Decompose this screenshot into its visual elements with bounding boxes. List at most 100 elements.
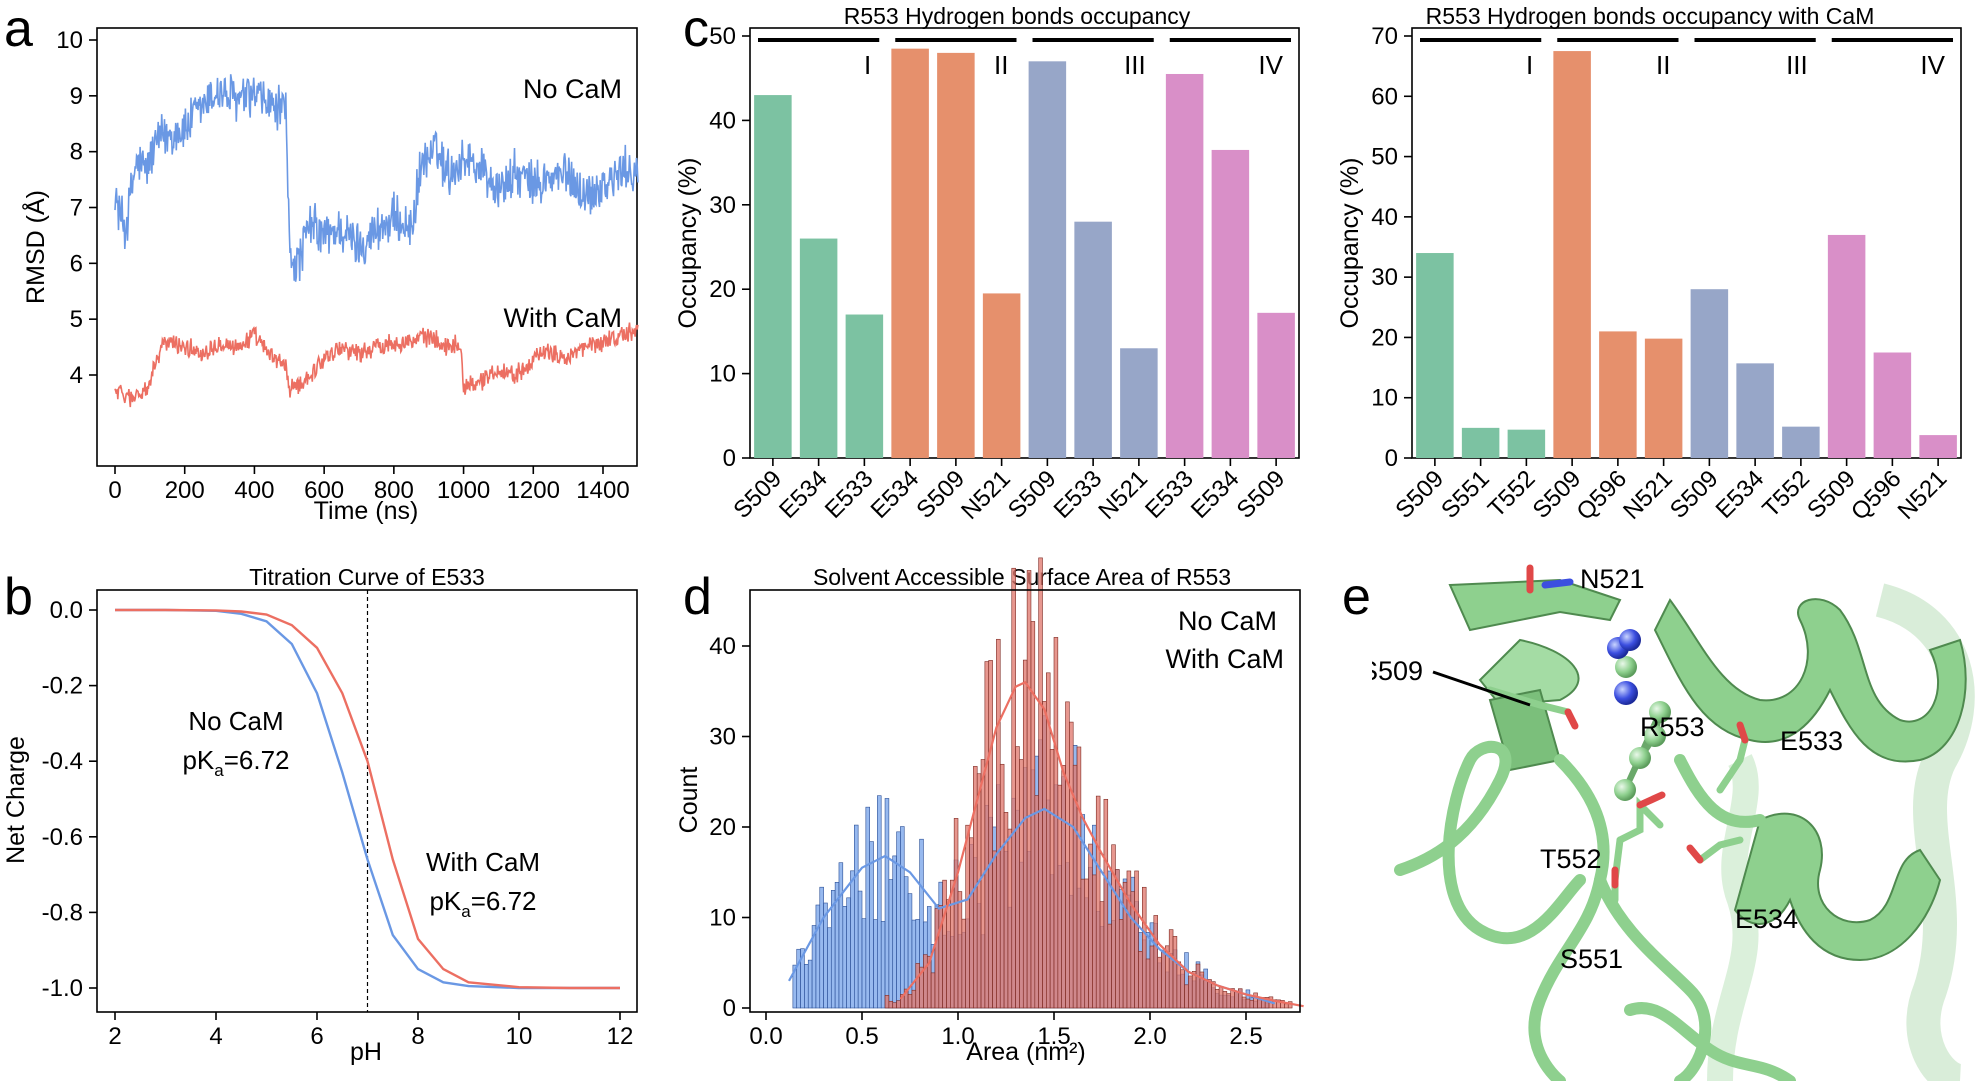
titration-ytick-label: 0.0 bbox=[50, 597, 83, 624]
hbond-bar bbox=[1028, 61, 1067, 458]
sasa-hist-bar-no-cam bbox=[819, 886, 824, 1009]
panel-letter-b: b bbox=[4, 568, 33, 626]
sasa-xtick-label: 0.0 bbox=[749, 1023, 782, 1050]
atom bbox=[1629, 747, 1651, 769]
side-chain-e534 bbox=[1686, 844, 1704, 864]
pka-sub: a bbox=[461, 902, 471, 921]
sasa-hist-bar-no-cam bbox=[888, 879, 894, 1009]
hbond-cam-group-label: I bbox=[1526, 50, 1533, 80]
sasa-hist-bar-no-cam bbox=[838, 862, 844, 1009]
sasa-hist-bar-with-cam bbox=[1034, 795, 1039, 1009]
sasa-hist-bar-no-cam bbox=[854, 824, 859, 1009]
sasa-hist-bar-with-cam bbox=[1211, 981, 1216, 1009]
rmsd-line-no-cam bbox=[114, 74, 639, 282]
sasa-hist-bar-with-cam bbox=[1092, 874, 1097, 1009]
titration-xtick-label: 2 bbox=[108, 1023, 121, 1050]
hbond-axes-frame bbox=[749, 27, 1300, 459]
sasa-hist-bar-no-cam bbox=[861, 918, 867, 1009]
sasa-hist-bar-with-cam bbox=[1222, 991, 1228, 1009]
rmsd-chart: 0 200 400 600 800 1000 1200 1400 4 5 6 7 8 9 10 Time (… bbox=[20, 27, 639, 525]
side-chain-e533 bbox=[1736, 721, 1749, 744]
rmsd-ytick-label: 9 bbox=[70, 83, 83, 110]
sasa-hist-bar-with-cam bbox=[1184, 984, 1189, 1009]
hbond-xtick-label: S509 bbox=[1003, 465, 1062, 524]
hbond-xtick-label: N521 bbox=[1093, 465, 1153, 525]
sasa-hist-bar-with-cam bbox=[1049, 749, 1055, 1009]
sasa-hist-bar-no-cam bbox=[857, 890, 863, 1009]
hbond-xtick-label: S509 bbox=[1232, 465, 1291, 524]
hbond-ytick-label: 40 bbox=[709, 107, 736, 134]
hbond-cam-bar bbox=[1919, 435, 1957, 458]
sasa-ytick-label: 10 bbox=[709, 905, 736, 932]
sasa-ytick-label: 20 bbox=[709, 814, 736, 841]
sasa-hist-bar-with-cam bbox=[1095, 795, 1101, 1009]
hbond-group-label: III bbox=[1124, 50, 1146, 80]
backbone-coil bbox=[1624, 1002, 1796, 1081]
sasa-hist-bar-with-cam bbox=[1226, 993, 1231, 1009]
side-chain-e534 bbox=[1696, 836, 1744, 864]
sasa-hist-bar-with-cam bbox=[1172, 936, 1178, 1009]
sasa-hist-bar-with-cam bbox=[930, 972, 936, 1009]
label-s509: S509 bbox=[1360, 656, 1423, 686]
titration-ytick-label: -0.4 bbox=[42, 748, 83, 775]
pka-value: =6.72 bbox=[224, 745, 290, 775]
side-chain-s509 bbox=[1486, 686, 1572, 716]
sasa-hist-bar-with-cam bbox=[1234, 991, 1239, 1009]
sasa-hist-bar-with-cam bbox=[1115, 869, 1120, 1009]
titration-ytick-label: -0.8 bbox=[42, 899, 83, 926]
sasa-xtick-label: 0.5 bbox=[845, 1023, 878, 1050]
hbond-cam-group-label: II bbox=[1656, 50, 1670, 80]
sasa-legend-with-cam: With CaM bbox=[1165, 644, 1284, 674]
hbond-cam-ytick-label: 10 bbox=[1371, 385, 1398, 412]
alpha-helix bbox=[1733, 812, 1942, 962]
rmsd-xtick-label: 400 bbox=[234, 477, 274, 504]
sasa-hist-bar-with-cam bbox=[1122, 881, 1128, 1009]
hbond-cam-bar bbox=[1827, 234, 1866, 458]
titration-ytick-label: -0.6 bbox=[42, 824, 83, 851]
sasa-hist-bar-with-cam bbox=[1042, 701, 1047, 1009]
hbond-ylabel: Occupancy (%) bbox=[674, 158, 702, 329]
sasa-hist-bar-with-cam bbox=[884, 995, 890, 1009]
side-chain-s509 bbox=[1564, 708, 1579, 730]
hbond-ytick-label: 30 bbox=[709, 192, 736, 219]
sasa-hist-bar-no-cam bbox=[865, 806, 870, 1009]
rmsd-xtick-label: 200 bbox=[165, 477, 205, 504]
panel-letter-e: e bbox=[1342, 568, 1371, 626]
sasa-xlabel: Area (nm²) bbox=[966, 1038, 1085, 1066]
hbond-xtick-label: E533 bbox=[820, 465, 879, 524]
hbond-ytick-label: 20 bbox=[709, 276, 736, 303]
sasa-hist-bar-with-cam bbox=[907, 994, 913, 1009]
atom bbox=[1619, 629, 1641, 651]
hbond-bar bbox=[754, 95, 792, 458]
sasa-hist-bar-with-cam bbox=[996, 638, 1001, 1009]
sasa-hist-bar-with-cam bbox=[1088, 843, 1093, 1009]
hbond-cam-bar bbox=[1507, 429, 1546, 458]
sasa-hist-bar-with-cam bbox=[1007, 828, 1013, 1009]
sasa-hist-bar-with-cam bbox=[999, 763, 1005, 1009]
sasa-hist-bar-with-cam bbox=[1076, 746, 1082, 1009]
sasa-hist-bar-with-cam bbox=[1218, 986, 1224, 1009]
sasa-hist-bar-with-cam bbox=[888, 1000, 894, 1009]
hbond-cam-bar bbox=[1416, 253, 1454, 458]
sasa-chart-title: Solvent Accessible Surface Area of R553 bbox=[813, 564, 1231, 590]
rmsd-ytick-label: 7 bbox=[70, 195, 83, 222]
rmsd-series bbox=[114, 74, 639, 408]
sasa-bars bbox=[792, 557, 1293, 1009]
titration-ticks: 2 4 6 8 10 12 0.0 -0.2 -0.4 -0.6 -0.8 -1.0 bbox=[42, 597, 634, 1050]
hbond-group-label: II bbox=[994, 50, 1008, 80]
titration-xlabel: pH bbox=[350, 1038, 382, 1066]
hbond-bar bbox=[937, 52, 975, 458]
sasa-hist-bar-with-cam bbox=[1138, 951, 1143, 1009]
hbond-cam-bar bbox=[1461, 427, 1500, 458]
rmsd-legend-with-cam: With CaM bbox=[503, 303, 622, 333]
hbond-bar bbox=[891, 48, 929, 458]
sasa-kde-lines bbox=[788, 680, 1304, 1008]
hbond-cam-xtick-label: E534 bbox=[1711, 465, 1770, 524]
hbond-cam-ytick-label: 30 bbox=[1371, 264, 1398, 291]
sasa-hist-bar-with-cam bbox=[1188, 975, 1193, 1009]
rmsd-ytick-label: 8 bbox=[70, 139, 83, 166]
sasa-hist-bar-with-cam bbox=[984, 661, 990, 1009]
sasa-hist-bar-no-cam bbox=[804, 964, 809, 1009]
rmsd-xtick-label: 1000 bbox=[437, 477, 490, 504]
hbond-cam-xtick-label: T552 bbox=[1483, 465, 1541, 523]
